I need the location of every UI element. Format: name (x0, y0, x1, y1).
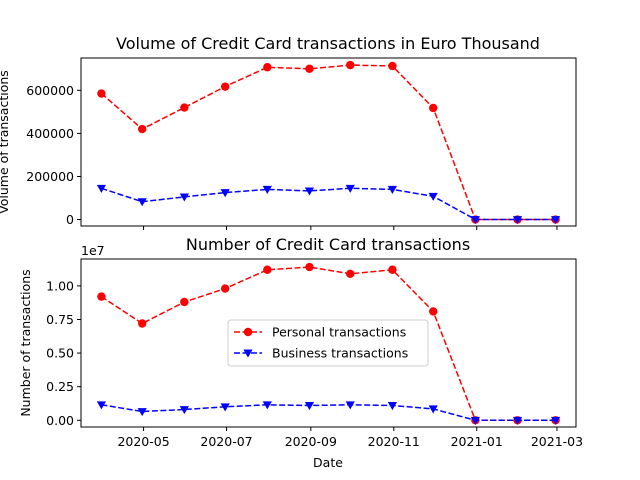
x-tick-label: 2020-11 (368, 434, 420, 449)
data-point (97, 292, 106, 301)
data-point (346, 60, 355, 70)
legend-label: Personal transactions (272, 325, 406, 340)
data-point (96, 401, 106, 410)
data-point (179, 193, 189, 202)
data-point (137, 198, 147, 207)
data-point (220, 189, 230, 198)
data-point (96, 184, 106, 193)
data-point (137, 408, 147, 417)
count-chart-xlabel: Date (313, 455, 343, 470)
data-point (180, 297, 189, 307)
data-point (345, 401, 355, 410)
volume-chart-ylabel: Volume of transactions (0, 70, 11, 214)
data-point (346, 269, 355, 278)
y-tick-label: 600000 (26, 83, 74, 98)
y-tick-label: 400000 (26, 126, 74, 141)
data-point (263, 265, 272, 274)
series-line (101, 404, 556, 422)
data-point (388, 61, 397, 71)
series-line (100, 64, 556, 221)
y-tick-label: 0.75 (46, 312, 74, 327)
data-point (345, 184, 355, 193)
count-chart-title: Number of Credit Card transactions (186, 235, 470, 254)
data-point (428, 192, 438, 201)
data-point (512, 416, 523, 425)
x-tick-label: 2021-01 (451, 434, 503, 449)
data-point (220, 82, 230, 91)
data-point (551, 416, 561, 425)
x-tick-label: 2020-05 (117, 434, 169, 449)
data-point (137, 319, 147, 328)
count-chart-axes-frame (80, 258, 577, 428)
y-tick-label: 0.00 (46, 413, 74, 428)
data-point (179, 406, 189, 415)
x-tick-label: 2021-03 (531, 434, 583, 449)
data-point (137, 124, 147, 134)
data-point (305, 64, 314, 73)
data-point (551, 216, 561, 225)
data-point (387, 185, 398, 194)
y-tick-label: 1.00 (46, 278, 74, 293)
data-point (388, 265, 397, 274)
data-point (220, 284, 230, 293)
legend: Personal transactions Business transactio… (227, 319, 429, 367)
data-point (428, 405, 438, 414)
count-chart-ylabel: Number of transactions (18, 269, 33, 416)
data-point (512, 216, 523, 225)
data-point (262, 185, 272, 194)
volume-chart: Volume of Credit Card transactions in Eu… (0, 34, 577, 230)
y-tick-label: 0 (66, 212, 74, 227)
legend-box (227, 319, 429, 367)
y-tick-label: 0.25 (46, 379, 74, 394)
count-chart-y-offset: 1e7 (81, 243, 105, 258)
x-tick-label: 2020-07 (200, 434, 252, 449)
data-point (263, 63, 272, 72)
data-point (305, 262, 314, 272)
y-tick-label: 0.50 (46, 346, 74, 361)
data-point (220, 403, 230, 412)
legend-marker (243, 349, 253, 358)
series-line (101, 187, 556, 221)
volume-chart-axes-frame (80, 57, 577, 227)
count-chart: Number of Credit Card transactions Numbe… (18, 235, 583, 470)
data-point (387, 402, 398, 411)
data-point (262, 401, 272, 410)
x-tick-label: 2020-09 (285, 434, 337, 449)
data-point (97, 89, 106, 98)
data-point (429, 307, 438, 316)
data-point (304, 402, 315, 411)
legend-label: Business transactions (272, 346, 408, 361)
legend-marker (243, 327, 253, 337)
data-point (470, 416, 480, 425)
data-point (429, 103, 438, 113)
data-point (180, 103, 189, 112)
data-point (470, 216, 480, 225)
data-point (304, 187, 315, 196)
y-tick-label: 200000 (26, 169, 74, 184)
volume-chart-title: Volume of Credit Card transactions in Eu… (116, 34, 540, 53)
